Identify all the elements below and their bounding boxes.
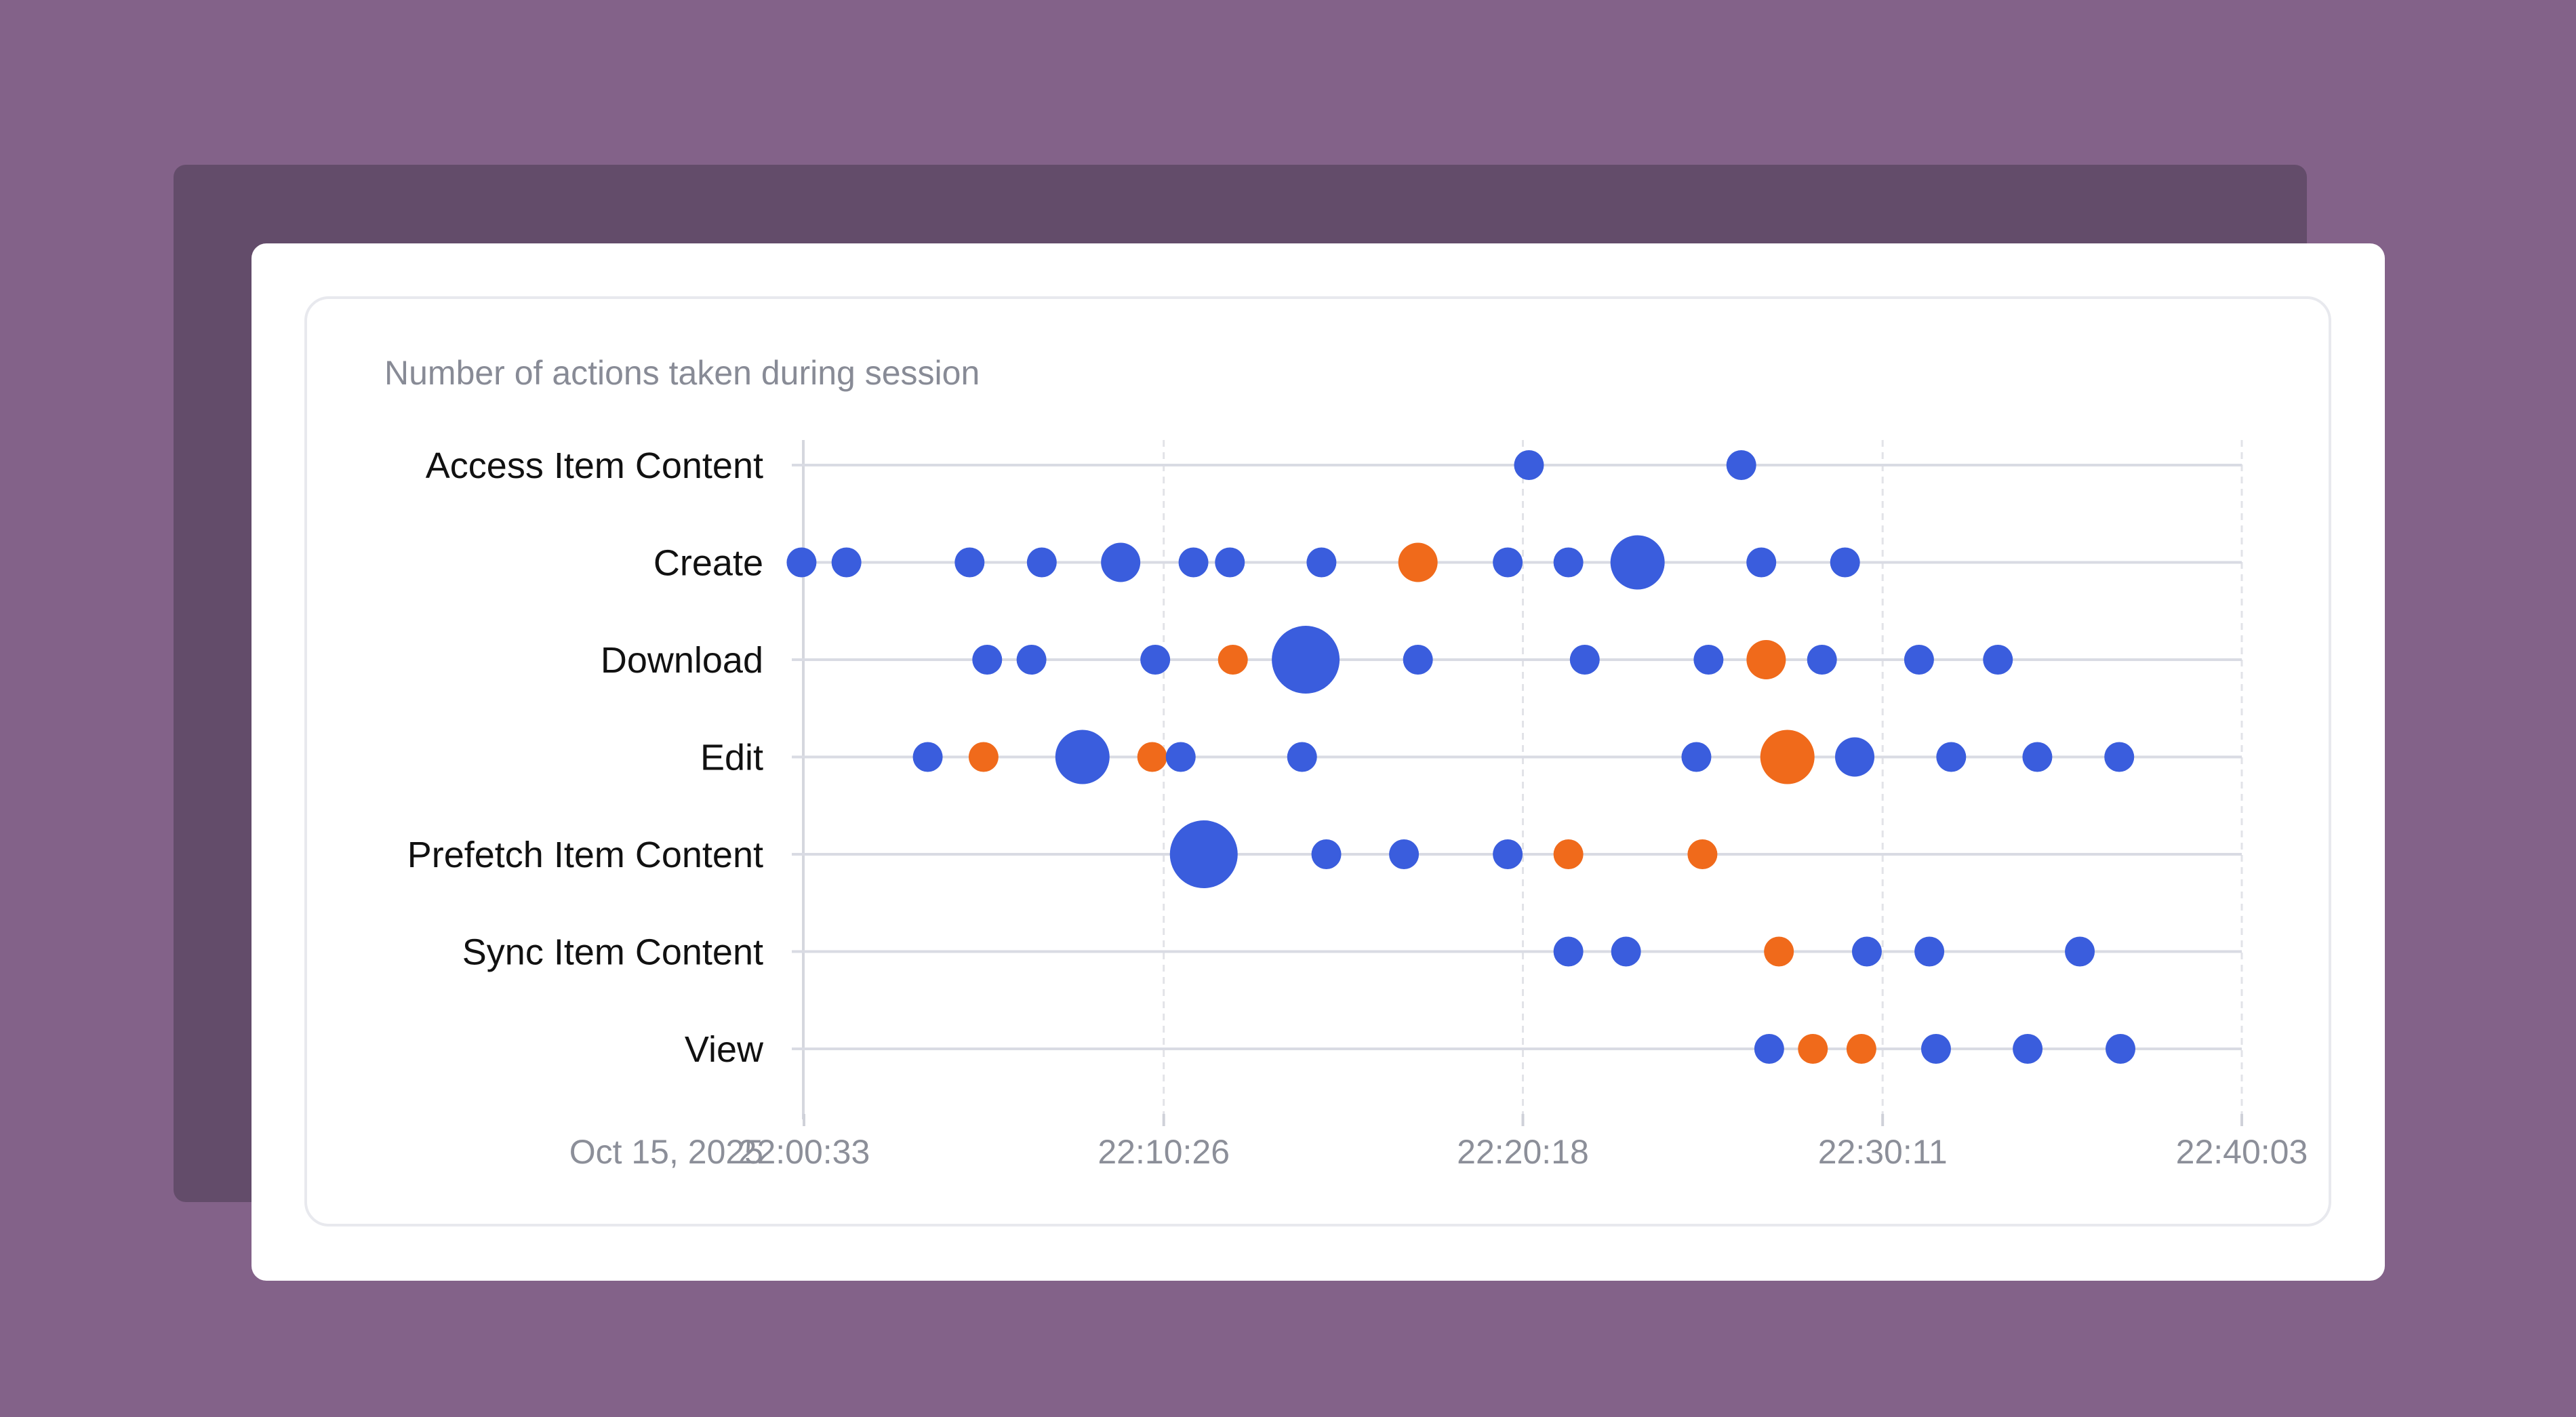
data-point	[1798, 1034, 1828, 1064]
category-label: Sync Item Content	[462, 932, 763, 973]
data-point	[1493, 547, 1523, 578]
data-point	[1830, 547, 1860, 578]
data-point	[1398, 542, 1438, 582]
data-point	[831, 547, 862, 578]
data-point	[1217, 645, 1248, 675]
data-point	[1746, 547, 1777, 578]
x-tick-label: 22:10:26	[1098, 1133, 1230, 1171]
data-point	[786, 547, 817, 578]
data-point	[1754, 1034, 1784, 1064]
data-point	[1311, 839, 1342, 869]
data-point	[1693, 645, 1724, 675]
data-point	[1726, 450, 1756, 480]
data-point	[1403, 645, 1433, 675]
data-point	[972, 645, 1003, 675]
data-point	[1835, 737, 1875, 777]
data-point	[1610, 535, 1665, 590]
data-point	[1681, 742, 1712, 772]
axis-layer	[792, 440, 2243, 1126]
category-label: Prefetch Item Content	[407, 835, 763, 875]
data-point	[1178, 547, 1209, 578]
chart-svg: Access Item Content Create Download Edit Pre…	[407, 440, 2308, 1171]
category-label: Create	[653, 543, 763, 584]
data-point	[2013, 1034, 2043, 1064]
data-point	[954, 547, 985, 578]
data-point	[1389, 839, 1420, 869]
data-point	[1165, 742, 1196, 772]
date-label: Oct 15, 2025	[569, 1133, 763, 1171]
x-tick-label: 22:40:03	[2176, 1133, 2308, 1171]
data-point	[1272, 626, 1340, 694]
data-point	[1904, 645, 1934, 675]
data-point	[1140, 645, 1171, 675]
point-layer	[786, 450, 2136, 1064]
data-point	[1553, 936, 1584, 967]
chart-title: Number of actions taken during session	[384, 354, 980, 392]
data-point	[1746, 640, 1786, 679]
data-point	[2065, 936, 2095, 967]
grid-layer	[1163, 440, 2243, 1119]
category-label: Edit	[700, 738, 763, 778]
category-label: View	[685, 1029, 764, 1070]
data-point	[1553, 547, 1584, 578]
x-tick-label: 22:30:11	[1818, 1133, 1948, 1171]
data-point	[1016, 645, 1047, 675]
data-point	[912, 742, 943, 772]
data-point	[1569, 645, 1600, 675]
data-point	[1215, 547, 1245, 578]
data-point	[1920, 1034, 1951, 1064]
data-point	[1055, 730, 1110, 784]
data-point	[1306, 547, 1337, 578]
data-point	[1493, 839, 1523, 869]
data-point	[1169, 820, 1238, 888]
chart-panel	[304, 296, 2331, 1226]
data-point	[1764, 936, 1794, 967]
data-point	[1026, 547, 1057, 578]
data-point	[2106, 1034, 2136, 1064]
data-point	[1101, 542, 1141, 582]
data-point	[1514, 450, 1544, 480]
data-point	[1936, 742, 1967, 772]
label-layer: Access Item Content Create Download Edit Pre…	[407, 445, 2308, 1171]
data-point	[1137, 742, 1167, 772]
data-point	[2022, 742, 2053, 772]
data-point	[1983, 645, 2013, 675]
chart-card: Number of actions taken during session A…	[251, 243, 2385, 1281]
data-point	[1287, 742, 1317, 772]
data-point	[1760, 730, 1815, 784]
data-point	[1611, 936, 1641, 967]
data-point	[2104, 742, 2135, 772]
data-point	[1807, 645, 1837, 675]
data-point	[1687, 839, 1718, 869]
data-point	[1846, 1034, 1876, 1064]
data-point	[1851, 936, 1882, 967]
x-tick-label: 22:00:33	[738, 1133, 870, 1171]
data-point	[1914, 936, 1945, 967]
category-label: Download	[601, 640, 763, 681]
x-tick-label: 22:20:18	[1457, 1133, 1589, 1171]
data-point	[968, 742, 999, 772]
category-label: Access Item Content	[426, 445, 763, 486]
data-point	[1553, 839, 1584, 869]
